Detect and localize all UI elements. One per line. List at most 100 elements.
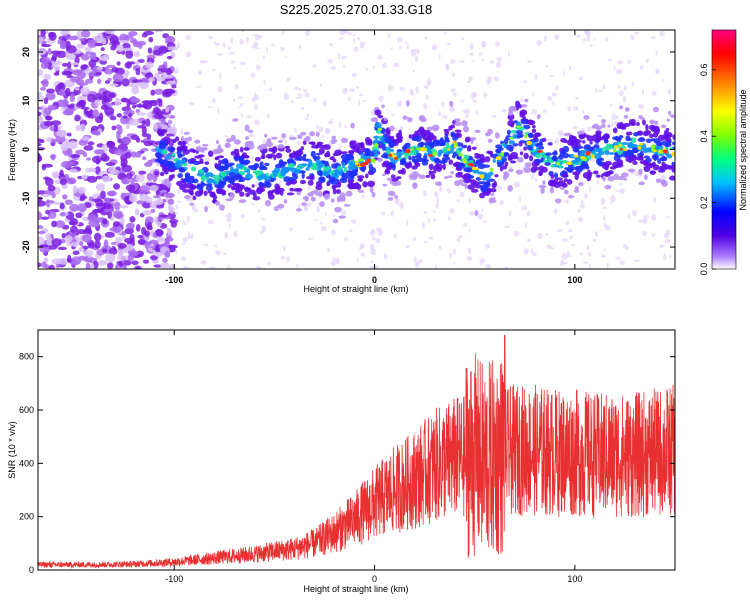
spectrogram-haze-cell — [615, 256, 622, 260]
spectrogram-x-tick-label: -100 — [165, 275, 183, 285]
spectrogram-haze-cell — [307, 237, 314, 241]
spectrogram-ridge-cell — [315, 156, 321, 160]
spectrogram-haze-cell — [358, 93, 364, 97]
spectrogram-noise-cell — [153, 106, 160, 115]
spectrogram-ridge-cell — [243, 155, 250, 159]
spectrogram-haze-cell — [431, 44, 438, 51]
spectrogram-ridge-cell — [522, 115, 526, 120]
spectrogram-haze-cell — [518, 195, 522, 202]
spectrogram-noise-cell — [43, 73, 51, 81]
spectrogram-noise-cell — [117, 125, 123, 135]
spectrogram-haze-cell — [280, 47, 285, 51]
spectrogram-ridge-cell — [220, 172, 228, 177]
spectrogram-haze-cell — [543, 35, 548, 42]
spectrogram-haze-cell — [338, 121, 341, 129]
spectrogram-ridge-cell — [604, 149, 610, 156]
spectrogram-noise-cell — [38, 68, 44, 77]
spectrogram-ridge-cell — [313, 189, 319, 194]
spectrogram-haze-cell — [617, 60, 624, 65]
spectrogram-haze-cell — [423, 211, 428, 214]
spectrogram-haze-cell — [224, 232, 229, 239]
spectrogram-ridge-cell — [389, 148, 395, 152]
spectrogram-noise-cell — [138, 170, 147, 175]
spectrogram-noise-cell — [79, 123, 86, 132]
spectrogram-ridge-cell — [234, 168, 239, 172]
spectrogram-ridge-cell — [227, 183, 232, 189]
spectrogram-noise-cell — [55, 85, 61, 93]
spectrogram-ridge-cell — [336, 180, 342, 188]
spectrogram-haze-cell — [619, 260, 625, 265]
spectrogram-haze-cell — [199, 59, 206, 64]
spectrogram-noise-cell — [38, 47, 47, 56]
spectrogram-ridge-cell — [275, 152, 283, 159]
spectrogram-ridge-cell — [331, 173, 336, 177]
spectrogram-ridge-cell — [319, 201, 325, 207]
spectrogram-ridge-cell — [181, 145, 188, 151]
spectrogram-haze-cell — [304, 92, 310, 98]
spectrogram-haze-cell — [602, 84, 606, 90]
spectrogram-noise-cell — [114, 149, 124, 156]
spectrogram-ridge-cell — [264, 181, 272, 188]
spectrogram-ridge-cell — [540, 157, 544, 163]
spectrogram-haze-cell — [603, 248, 607, 252]
spectrogram-haze-cell — [536, 39, 543, 46]
spectrogram-ridge-cell — [425, 174, 430, 178]
spectrogram-haze-cell — [217, 52, 223, 56]
spectrogram-haze-cell — [441, 101, 445, 108]
spectrogram-ridge-cell — [377, 157, 383, 163]
spectrogram-ridge-cell — [386, 164, 393, 171]
spectrogram-haze-cell — [209, 266, 216, 269]
spectrogram-ridge-cell — [225, 138, 232, 143]
spectrogram-ridge-cell — [454, 121, 462, 127]
spectrogram-noise-cell — [87, 39, 98, 48]
spectrogram-ridge-cell — [315, 181, 323, 187]
spectrogram-haze-cell — [371, 237, 376, 241]
spectrogram-haze-cell — [666, 216, 671, 219]
spectrogram-haze-cell — [471, 59, 475, 62]
spectrogram-haze-cell — [567, 106, 572, 112]
spectrogram-noise-cell — [100, 55, 110, 62]
spectrogram-haze-cell — [324, 212, 327, 216]
spectrogram-ridge-cell — [389, 125, 395, 132]
spectrogram-ridge-cell — [607, 124, 611, 128]
spectrogram-ridge-cell — [612, 161, 620, 168]
spectrogram-ridge-cell — [341, 161, 346, 169]
spectrogram-noise-cell — [160, 262, 170, 269]
spectrogram-haze-cell — [581, 110, 585, 115]
spectrogram-haze-cell — [382, 62, 387, 69]
spectrogram-ridge-cell — [402, 115, 408, 120]
spectrogram-ridge-cell — [316, 162, 324, 167]
spectrogram-ridge-cell — [638, 181, 645, 186]
spectrogram-haze-cell — [583, 193, 588, 199]
spectrogram-ridge-cell — [534, 132, 542, 137]
spectrogram-haze-cell — [660, 174, 666, 181]
spectrogram-noise-cell — [60, 160, 72, 169]
spectrogram-haze-cell — [347, 32, 352, 36]
spectrogram-noise-cell — [67, 254, 72, 263]
spectrogram-noise-cell — [126, 99, 131, 108]
spectrogram-ridge-cell — [492, 158, 496, 163]
spectrogram-haze-cell — [304, 117, 309, 120]
spectrogram-ridge-cell — [582, 140, 586, 144]
spectrogram-noise-cell — [93, 232, 102, 242]
spectrogram-haze-cell — [296, 263, 299, 269]
spectrogram-noise-cell — [135, 223, 141, 232]
snr-y-tick-label: 400 — [19, 458, 34, 468]
spectrogram-ridge-cell — [259, 188, 266, 192]
spectrogram-noise-cell — [97, 260, 108, 266]
spectrogram-noise-cell — [138, 185, 150, 193]
spectrogram-noise-cell — [114, 97, 121, 107]
spectrogram-haze-cell — [537, 233, 543, 240]
spectrogram-ridge-cell — [372, 145, 380, 151]
spectrogram-haze-cell — [332, 214, 336, 218]
spectrogram-noise-cell — [62, 194, 68, 200]
spectrogram-haze-cell — [575, 97, 579, 100]
spectrogram-haze-cell — [418, 258, 423, 264]
spectrogram-haze-cell — [348, 229, 353, 232]
spectrogram-haze-cell — [489, 60, 495, 64]
spectrogram-ridge-cell — [320, 176, 326, 182]
spectrogram-ridge-cell — [238, 199, 247, 204]
spectrogram-noise-cell — [80, 86, 90, 95]
spectrogram-ridge-cell — [253, 164, 258, 171]
spectrogram-ridge-cell — [323, 193, 330, 200]
